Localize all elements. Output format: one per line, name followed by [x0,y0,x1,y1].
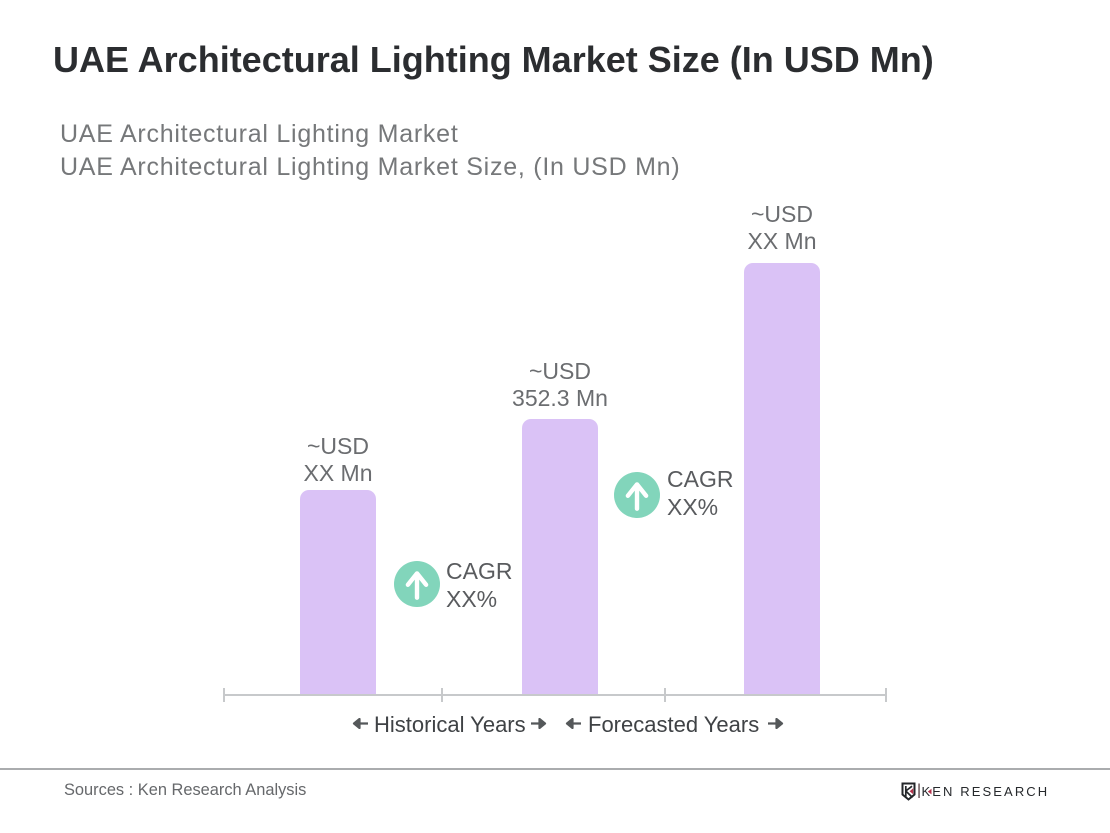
svg-text:KEN RESEARCH: KEN RESEARCH [922,784,1050,799]
